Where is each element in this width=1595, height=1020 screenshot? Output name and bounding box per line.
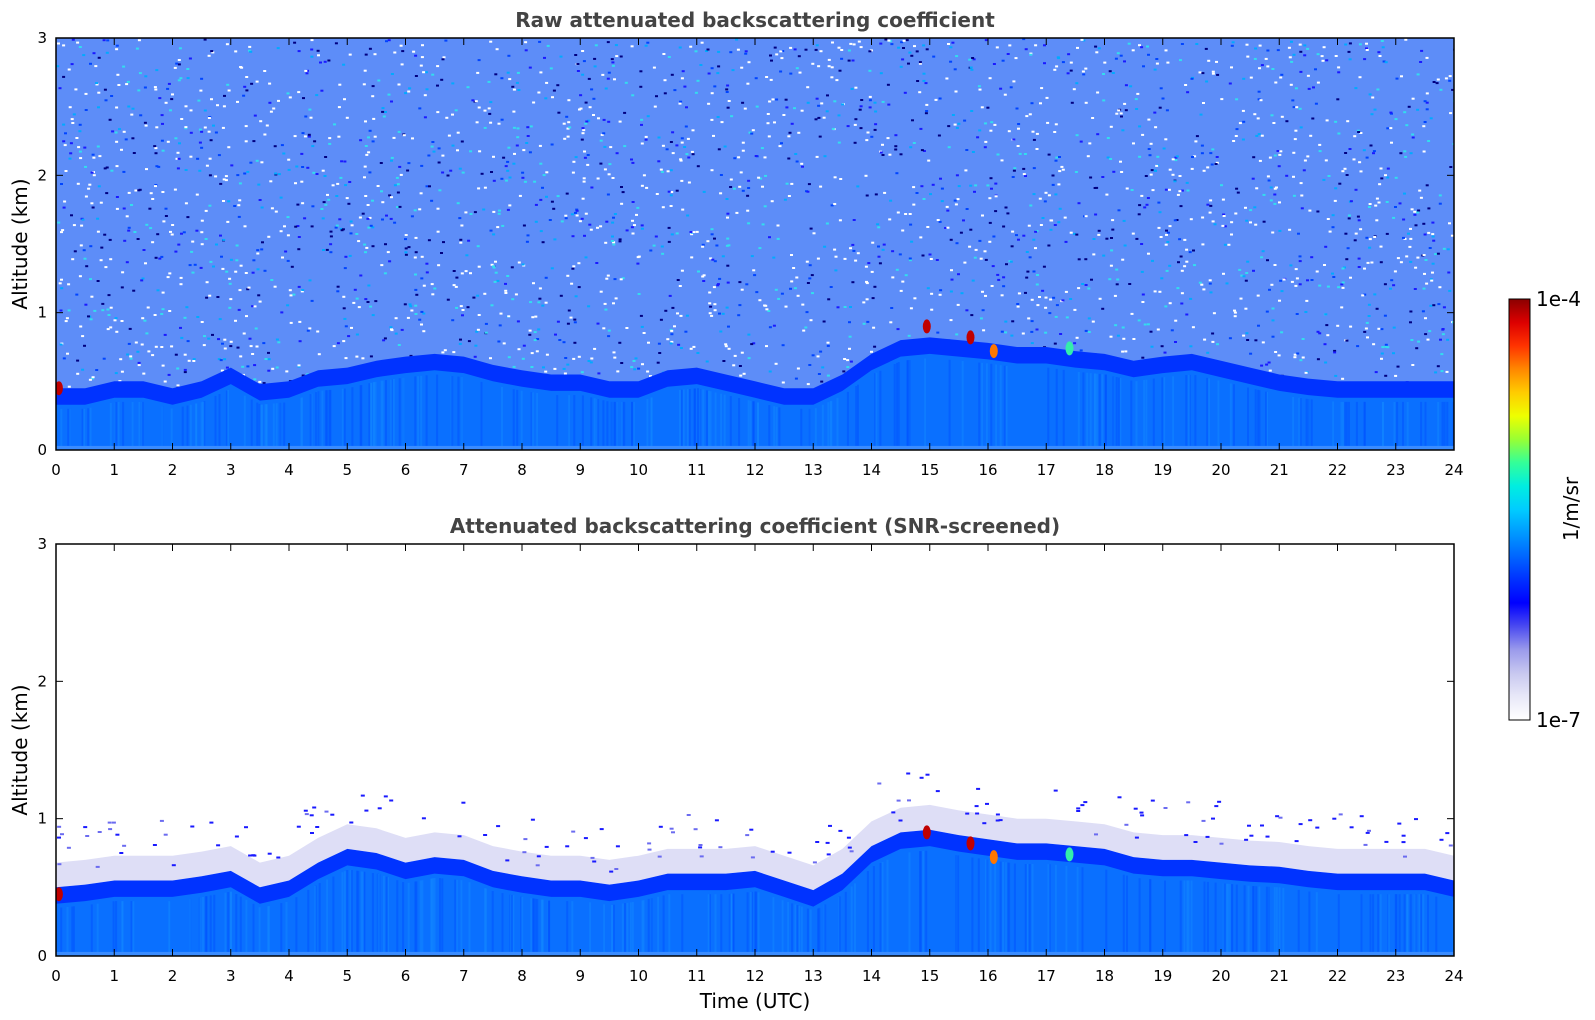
x-tick-label: 10 — [629, 967, 648, 985]
x-tick-label: 5 — [342, 967, 352, 985]
x-tick-label: 12 — [745, 461, 764, 479]
y-tick-label: 1 — [37, 304, 47, 322]
noise-speckle — [56, 38, 1454, 410]
x-tick-label: 13 — [804, 967, 823, 985]
x-tick-label: 8 — [517, 967, 527, 985]
x-tick-label: 22 — [1328, 461, 1347, 479]
x-tick-label: 9 — [575, 967, 585, 985]
hotspot — [922, 825, 931, 840]
x-tick-label: 13 — [804, 461, 823, 479]
x-tick-label: 17 — [1037, 461, 1056, 479]
x-tick-label: 23 — [1386, 967, 1405, 985]
x-tick-label: 21 — [1270, 461, 1289, 479]
x-tick-label: 4 — [284, 967, 294, 985]
x-tick-label: 19 — [1153, 461, 1172, 479]
x-tick-label: 21 — [1270, 967, 1289, 985]
panel-title: Attenuated backscattering coefficient (S… — [450, 514, 1060, 538]
y-axis: 0 1 2 3 — [37, 29, 1454, 459]
y-tick-label: 1 — [37, 810, 47, 828]
boundary-layer-core — [56, 353, 1454, 450]
x-axis: 0 1 2 3 4 5 6 7 8 9 10 11 12 13 14 15 16 17 18 19 20 21 22 23 24 — [51, 544, 1464, 985]
layer-streaks — [60, 850, 1454, 956]
haze-band — [56, 804, 1454, 891]
x-tick-label: 14 — [862, 461, 881, 479]
colorbar: 1e-4 1e-7 1/m/sr — [1508, 287, 1583, 732]
x-tick-label: 18 — [1095, 967, 1114, 985]
x-tick-label: 14 — [862, 967, 881, 985]
x-tick-label: 19 — [1153, 967, 1172, 985]
y-tick-label: 2 — [37, 166, 47, 184]
hotspot — [989, 850, 998, 865]
x-tick-label: 4 — [284, 461, 294, 479]
x-tick-label: 20 — [1211, 967, 1230, 985]
x-tick-label: 2 — [168, 967, 178, 985]
x-tick-label: 16 — [978, 461, 997, 479]
colorbar-scale — [1508, 298, 1531, 721]
heatmap-area — [56, 38, 1454, 450]
x-tick-label: 16 — [978, 967, 997, 985]
x-tick-label: 6 — [401, 967, 411, 985]
heatmap-area — [56, 544, 1454, 956]
x-tick-label: 15 — [920, 967, 939, 985]
x-tick-label: 20 — [1211, 461, 1230, 479]
x-tick-label: 10 — [629, 461, 648, 479]
x-tick-label: 7 — [459, 461, 469, 479]
x-tick-label: 0 — [51, 967, 61, 985]
y-tick-label: 3 — [37, 535, 47, 553]
x-tick-label: 18 — [1095, 461, 1114, 479]
colorbar-max-label: 1e-4 — [1536, 287, 1581, 311]
x-tick-label: 3 — [226, 461, 236, 479]
raw-backscatter-panel: Raw attenuated backscattering coefficien… — [8, 8, 1464, 479]
x-tick-label: 23 — [1386, 461, 1405, 479]
x-tick-label: 17 — [1037, 967, 1056, 985]
colorbar-min-label: 1e-7 — [1536, 708, 1581, 732]
colorbar-unit-label: 1/m/sr — [1559, 476, 1583, 541]
y-axis-label: Altitude (km) — [8, 178, 32, 309]
x-tick-label: 15 — [920, 461, 939, 479]
hotspot — [1065, 847, 1074, 862]
hotspot — [56, 887, 63, 902]
layer-streaks — [60, 358, 1454, 450]
hotspot — [922, 319, 931, 334]
x-tick-label: 22 — [1328, 967, 1347, 985]
y-tick-label: 0 — [37, 947, 47, 965]
x-tick-label: 24 — [1444, 461, 1463, 479]
panel-title: Raw attenuated backscattering coefficien… — [515, 8, 995, 32]
x-tick-label: 12 — [745, 967, 764, 985]
x-tick-label: 3 — [226, 967, 236, 985]
x-tick-label: 1 — [109, 461, 119, 479]
x-tick-label: 6 — [401, 461, 411, 479]
x-axis-label: Time (UTC) — [699, 989, 811, 1013]
x-tick-label: 11 — [687, 967, 706, 985]
hotspot — [56, 381, 63, 396]
y-axis: 0 1 2 3 — [37, 535, 1454, 965]
snr-screened-panel: Attenuated backscattering coefficient (S… — [8, 514, 1464, 1013]
x-tick-label: 11 — [687, 461, 706, 479]
x-tick-label: 1 — [109, 967, 119, 985]
x-tick-label: 0 — [51, 461, 61, 479]
x-tick-label: 2 — [168, 461, 178, 479]
hotspot — [1065, 341, 1074, 356]
y-tick-label: 0 — [37, 441, 47, 459]
y-tick-label: 3 — [37, 29, 47, 47]
hotspot — [989, 344, 998, 359]
screened-speckle — [57, 772, 1453, 873]
x-axis: 0 1 2 3 4 5 6 7 8 9 10 11 12 13 14 15 16 17 18 19 20 21 22 23 24 — [51, 38, 1464, 479]
y-axis-label: Altitude (km) — [8, 684, 32, 815]
hotspot — [966, 836, 975, 851]
x-tick-label: 8 — [517, 461, 527, 479]
x-tick-label: 24 — [1444, 967, 1463, 985]
x-tick-label: 9 — [575, 461, 585, 479]
x-tick-label: 7 — [459, 967, 469, 985]
y-tick-label: 2 — [37, 672, 47, 690]
hotspot — [966, 330, 975, 345]
x-tick-label: 5 — [342, 461, 352, 479]
